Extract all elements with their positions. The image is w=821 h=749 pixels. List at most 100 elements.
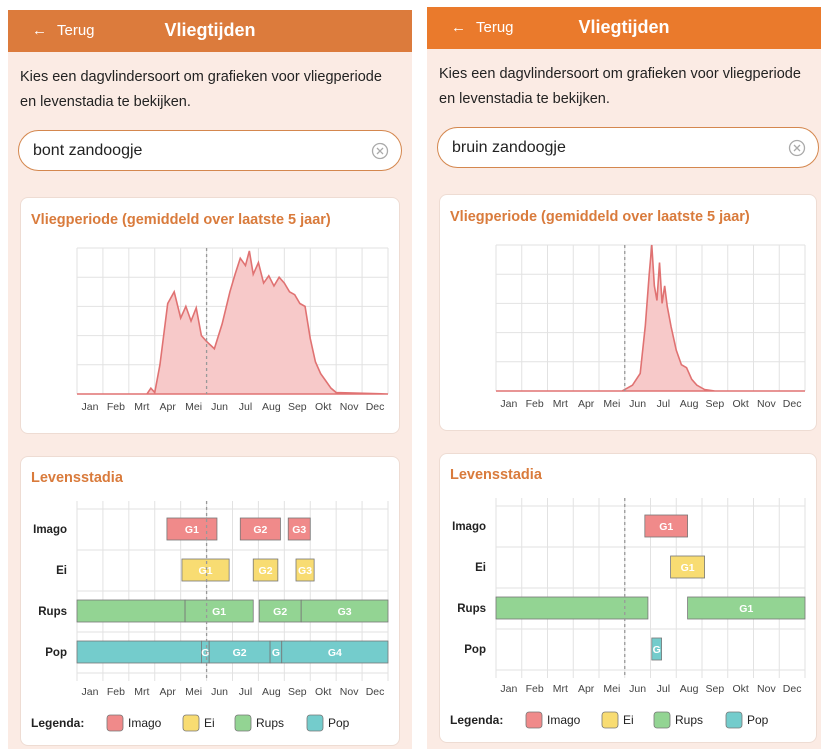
month-label: Mrt [553,398,568,410]
search-text: bont zandoogje [33,142,143,159]
header-bar: ← Terug Vliegtijden [8,10,412,52]
month-label: Mrt [134,401,149,413]
month-label: Sep [706,683,725,695]
month-label: Apr [578,398,595,410]
screen-title: Vliegtijden [164,20,256,40]
row-label: Imago [33,524,67,536]
app-screen: ← Terug Vliegtijden Kies een dagvlindersoor… [427,7,821,749]
month-label: Jul [657,683,670,695]
bar-label: G3 [292,524,306,536]
month-label: Mei [603,683,620,695]
month-label: Mei [185,686,202,698]
bar-label: G2 [259,565,273,577]
bar-label: G3 [298,565,312,577]
month-label: Jul [239,686,252,698]
clear-icon[interactable] [371,142,389,160]
legend-swatch [601,711,619,729]
bar-label: G1 [185,524,199,536]
legend-swatch [653,711,671,729]
stage-bar [644,514,688,538]
row-label: Rups [457,603,486,615]
legend-label: Pop [328,716,350,730]
month-label: Okt [315,401,331,413]
month-label: Dec [366,686,385,698]
bar-label: G3 [338,606,352,618]
bar-label: G2 [273,606,287,618]
month-label: Sep [706,398,725,410]
month-label: Aug [680,683,699,695]
screen-title: Vliegtijden [578,17,670,37]
month-label: Nov [757,683,776,695]
search-field[interactable]: bruin zandoogje [437,127,819,168]
legend-label: Imago [547,713,581,727]
legend-swatch [525,711,543,729]
search-text: bruin zandoogje [452,139,566,156]
flight-chart: Vliegperiode (gemiddeld over laatste 5 j… [450,209,806,410]
clear-icon[interactable] [788,139,806,157]
stage-bar [670,555,705,579]
month-label: Jun [629,683,646,695]
row-label: Pop [45,647,67,659]
month-label: Dec [783,398,802,410]
month-label: Aug [680,398,699,410]
back-label: Terug [57,22,95,39]
stage-bar [300,599,389,623]
stages-chart: Levensstadia Jan Feb Mrt Apr Mei Jun Jul Aug Sep O… [450,467,806,729]
bar-label: G1 [739,603,753,615]
month-label: Mrt [553,683,568,695]
month-label: Sep [288,686,307,698]
month-label: Apr [578,683,595,695]
month-label: Jun [211,686,228,698]
card-title: Levensstadia [450,467,543,483]
row-label: Imago [452,521,486,533]
card-title: Vliegperiode (gemiddeld over laatste 5 j… [31,212,331,228]
flight-card: Vliegperiode (gemiddeld over laatste 5 j… [439,194,817,431]
app-screen: ← Terug Vliegtijden Kies een dagvlindersoor… [8,10,412,749]
flight-area [77,250,389,395]
month-label: Jan [500,683,517,695]
bar-label: G4 [328,647,342,659]
month-label: Jan [81,401,98,413]
header-bar: ← Terug Vliegtijden [427,7,821,49]
search-field[interactable]: bont zandoogje [18,130,402,171]
stage-bar [287,517,311,541]
intro-text: Kies een dagvlindersoort om grafieken vo… [439,66,801,107]
card-title: Levensstadia [31,470,124,486]
stage-bar [281,640,389,664]
month-label: Jun [211,401,228,413]
back-button[interactable]: ← Terug [451,19,514,36]
month-label: Sep [288,401,307,413]
month-label: Feb [107,686,125,698]
intro-text: Kies een dagvlindersoort om grafieken vo… [20,69,382,110]
back-arrow: ← [32,22,47,39]
legend-label: Ei [204,716,215,730]
stage-bar [295,558,315,582]
month-label: Feb [526,398,544,410]
month-label: Jan [81,686,98,698]
stage-bar [76,640,202,664]
month-label: Jan [500,398,517,410]
stage-bar [181,558,230,582]
stage-bar [76,599,186,623]
legend-swatch [106,714,124,732]
stage-bar [239,517,281,541]
month-label: Nov [340,401,359,413]
month-label: Dec [783,683,802,695]
bar-label: G1 [681,562,695,574]
month-label: Jul [239,401,252,413]
month-label: Okt [315,686,331,698]
back-button[interactable]: ← Terug [32,22,95,39]
back-arrow: ← [451,19,466,36]
stages-card: Levensstadia Jan Feb Mrt Apr Mei Jun Jul Aug Sep O… [439,453,817,743]
month-label: Feb [526,683,544,695]
month-label: Apr [160,401,177,413]
bar-label: G1 [212,606,226,618]
bar-label: G [272,647,280,659]
stages-card: Levensstadia Jan Feb Mrt Apr Mei Jun Jul Aug Sep O… [20,456,400,746]
month-label: Dec [366,401,385,413]
month-label: Okt [732,398,748,410]
legend-title: Legenda: [450,713,503,727]
month-label: Aug [262,686,281,698]
month-label: Mrt [134,686,149,698]
legend-title: Legenda: [31,716,84,730]
